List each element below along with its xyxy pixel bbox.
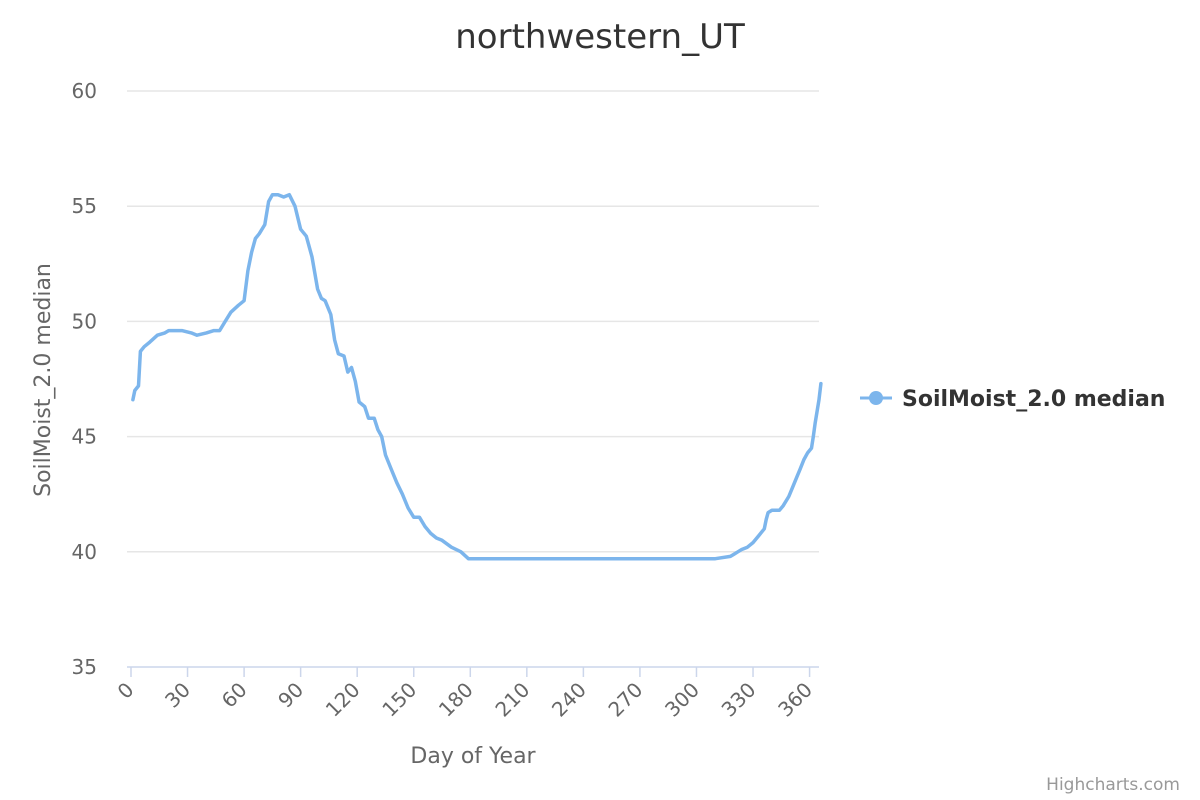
y-tick-label: 45 [72, 425, 97, 449]
x-tick-label: 0 [113, 678, 139, 704]
x-axis-title: Day of Year [410, 744, 536, 769]
chart-title: northwestern_UT [455, 17, 745, 57]
legend-marker-icon [869, 391, 883, 405]
x-tick-label: 90 [273, 678, 308, 713]
y-tick-labels: 35 40 45 50 55 60 [72, 79, 97, 679]
legend[interactable]: SoilMoist_2.0 median [860, 387, 1165, 412]
y-tick-label: 35 [72, 655, 97, 679]
y-tick-label: 60 [72, 79, 97, 103]
y-tick-label: 55 [72, 194, 97, 218]
x-tick-label: 270 [603, 678, 647, 722]
x-tick-label: 300 [660, 678, 704, 722]
x-tick-label: 150 [377, 678, 421, 722]
series-layer [131, 192, 823, 561]
x-tick-label: 210 [490, 678, 534, 722]
x-tick-label: 330 [717, 678, 761, 722]
x-tick-label: 240 [547, 678, 591, 722]
legend-item-label: SoilMoist_2.0 median [902, 387, 1165, 412]
y-axis-title: SoilMoist_2.0 median [31, 263, 56, 497]
x-tick-labels: 0 30 60 90 120 150 180 210 240 270 300 330 360 [113, 667, 817, 722]
x-tick-label: 120 [321, 678, 365, 722]
x-tick-label: 180 [434, 678, 478, 722]
y-gridlines [127, 90, 819, 553]
y-tick-label: 40 [72, 540, 97, 564]
x-tick-label: 360 [773, 678, 817, 722]
x-tick-label: 60 [217, 678, 252, 713]
y-tick-label: 50 [72, 309, 97, 333]
series-line [131, 192, 823, 561]
credits-link[interactable]: Highcharts.com [1046, 775, 1180, 795]
x-tick-label: 30 [160, 678, 195, 713]
